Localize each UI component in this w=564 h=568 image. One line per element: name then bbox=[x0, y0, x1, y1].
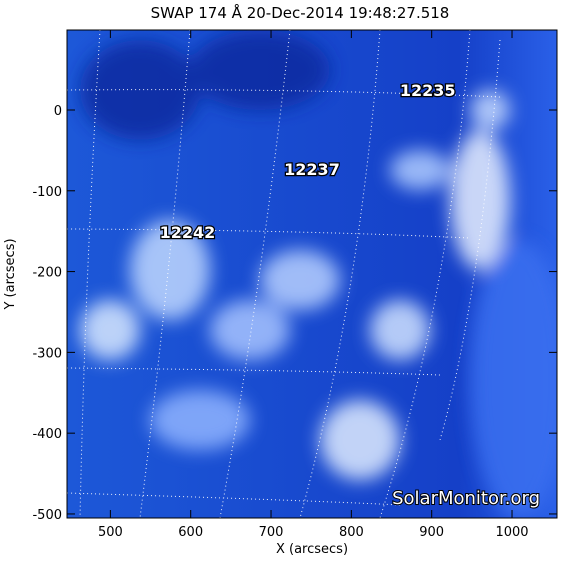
x-tick-label: 1000 bbox=[495, 525, 528, 540]
x-tick-label: 600 bbox=[178, 525, 203, 540]
x-axis-label: X (arcsecs) bbox=[276, 542, 348, 557]
y-axis-label: Y (arcsecs) bbox=[3, 238, 18, 310]
region-label: 12242 bbox=[160, 223, 216, 242]
plot-frame bbox=[66, 29, 558, 519]
y-tick-label: -300 bbox=[32, 346, 62, 361]
solar-image bbox=[67, 30, 557, 518]
watermark: SolarMonitor.org bbox=[392, 488, 540, 509]
x-tick-label: 500 bbox=[98, 525, 123, 540]
region-label: 12237 bbox=[284, 160, 340, 179]
y-tick-label: -200 bbox=[32, 266, 62, 281]
x-tick-label: 800 bbox=[339, 525, 364, 540]
y-tick-label: -500 bbox=[32, 508, 62, 523]
y-tick-label: -400 bbox=[32, 427, 62, 442]
x-tick-label: 900 bbox=[419, 525, 444, 540]
chart-title: SWAP 174 Å 20-Dec-2014 19:48:27.518 bbox=[151, 3, 450, 22]
y-tick-label: 0 bbox=[54, 104, 62, 119]
x-tick-label: 700 bbox=[259, 525, 284, 540]
y-tick-label: -100 bbox=[32, 185, 62, 200]
region-label: 12235 bbox=[400, 81, 456, 100]
